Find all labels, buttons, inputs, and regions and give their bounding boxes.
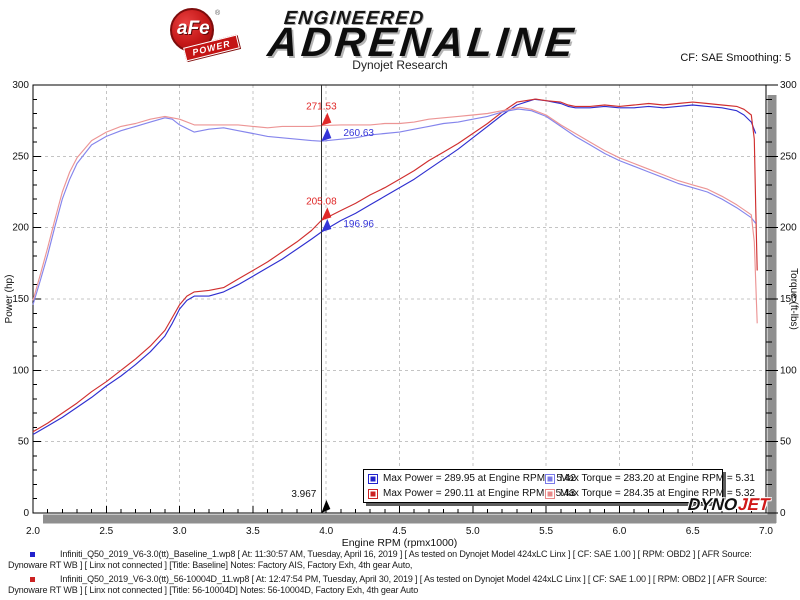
axis-shadow-right	[767, 95, 777, 523]
x-tick-label: 2.5	[99, 526, 113, 537]
power-tick-label: 100	[12, 365, 29, 376]
modified-torque-swatch	[545, 488, 555, 499]
torque-tick-label: 50	[780, 437, 792, 448]
axis-shadow-bottom	[43, 514, 776, 524]
cursor-marker-icon	[321, 219, 332, 233]
cursor-flag-icon	[321, 500, 331, 513]
smoothing-setting-label: CF: SAE Smoothing: 5	[680, 52, 791, 64]
modified-run-bullet	[30, 577, 35, 582]
cursor-value-label: 260.63	[343, 128, 374, 139]
dynojet-logo: DYNOJET	[687, 495, 770, 515]
x-tick-label: 3.0	[173, 526, 187, 537]
x-tick-label: 6.5	[686, 526, 700, 537]
x-tick-label: 6.0	[612, 526, 626, 537]
legend-label: Max Power = 290.11 at Engine RPM = 5.43	[383, 488, 576, 499]
legend-item-modified-power: Max Power = 290.11 at Engine RPM = 5.43	[364, 488, 575, 499]
run-line-modified: Infiniti_Q50_2019_V6-3.0(tt)_56-10004D_1…	[0, 574, 800, 596]
cursor-marker-icon	[321, 207, 332, 221]
torque-tick-label: 0	[780, 508, 786, 519]
torque-tick-label: 250	[780, 151, 797, 162]
legend-label: Max Power = 289.95 at Engine RPM = 5.42	[383, 473, 576, 484]
legend-item-modified-torque: Max Torque = 284.35 at Engine RPM = 5.32	[541, 488, 755, 499]
run-line-baseline: Infiniti_Q50_2019_V6-3.0(tt)_Baseline_1.…	[0, 549, 800, 571]
dyno-chart: 2.0 2.5 3.0 3.5 4.0 4.5 5.0 5.5 6.0 6.5 7.0 0 0 50 50 1…	[4, 80, 799, 549]
cursor-marker-icon	[321, 128, 332, 142]
legend-item-baseline-power: Max Power = 289.95 at Engine RPM = 5.42	[364, 473, 576, 484]
x-tick-label: 4.5	[393, 526, 407, 537]
torque-tick-label: 300	[780, 80, 797, 91]
power-tick-label: 150	[12, 294, 29, 305]
legend-item-baseline-torque: Max Torque = 283.20 at Engine RPM = 5.31	[541, 473, 755, 484]
afe-logo-text: aFe	[177, 18, 210, 39]
modified-power-curve	[32, 98, 758, 433]
baseline-torque-curve	[32, 108, 757, 305]
legend-label: Max Torque = 283.20 at Engine RPM = 5.31	[560, 473, 755, 484]
x-tick-label: 5.0	[466, 526, 480, 537]
modified-power-swatch	[368, 488, 378, 499]
run-description-text: Infiniti_Q50_2019_V6-3.0(tt)_Baseline_1.…	[8, 549, 752, 570]
y-axis-right-title: Torque (ft-lbs)	[788, 268, 799, 330]
power-tick-label: 300	[12, 80, 29, 91]
cursor-value-label: 196.96	[343, 219, 374, 230]
torque-tick-label: 100	[780, 365, 797, 376]
x-tick-label: 7.0	[759, 526, 773, 537]
x-tick-label: 5.5	[539, 526, 553, 537]
power-tick-label: 250	[12, 151, 29, 162]
run-descriptions: Infiniti_Q50_2019_V6-3.0(tt)_Baseline_1.…	[0, 549, 800, 596]
torque-tick-label: 200	[780, 223, 797, 234]
chart-subtitle: Dynojet Research	[352, 58, 448, 72]
power-tick-label: 50	[18, 437, 30, 448]
power-tick-label: 0	[23, 508, 29, 519]
chart-legend: Max Power = 289.95 at Engine RPM = 5.42 …	[363, 469, 755, 503]
baseline-torque-swatch	[545, 473, 555, 484]
power-tick-label: 200	[12, 223, 29, 234]
cursor-value-label: 271.53	[306, 102, 337, 113]
dynojet-logo-jet: JET	[737, 495, 771, 514]
baseline-power-swatch	[368, 473, 378, 484]
x-axis-title: Engine RPM (rpmx1000)	[342, 537, 458, 549]
cursor-value-label: 205.08	[306, 196, 337, 207]
torque-tick-label: 150	[780, 294, 797, 305]
y-axis-left-title: Power (hp)	[4, 275, 15, 324]
run-description-text: Infiniti_Q50_2019_V6-3.0(tt)_56-10004D_1…	[8, 574, 767, 595]
registered-mark: ®	[215, 10, 221, 17]
x-tick-label: 2.0	[26, 526, 40, 537]
cursor-marker-icon	[321, 112, 332, 126]
modified-torque-curve	[32, 106, 758, 324]
dynojet-logo-dyno: DYNO	[687, 495, 738, 514]
legend-label: Max Torque = 284.35 at Engine RPM = 5.32	[560, 488, 755, 499]
x-tick-label: 3.5	[246, 526, 260, 537]
baseline-run-bullet	[30, 552, 35, 557]
baseline-power-curve	[32, 98, 757, 435]
x-tick-label: 4.0	[319, 526, 333, 537]
cursor-rpm-label: 3.967	[291, 489, 316, 500]
afe-power-logo: aFe ® POWER	[168, 8, 240, 62]
